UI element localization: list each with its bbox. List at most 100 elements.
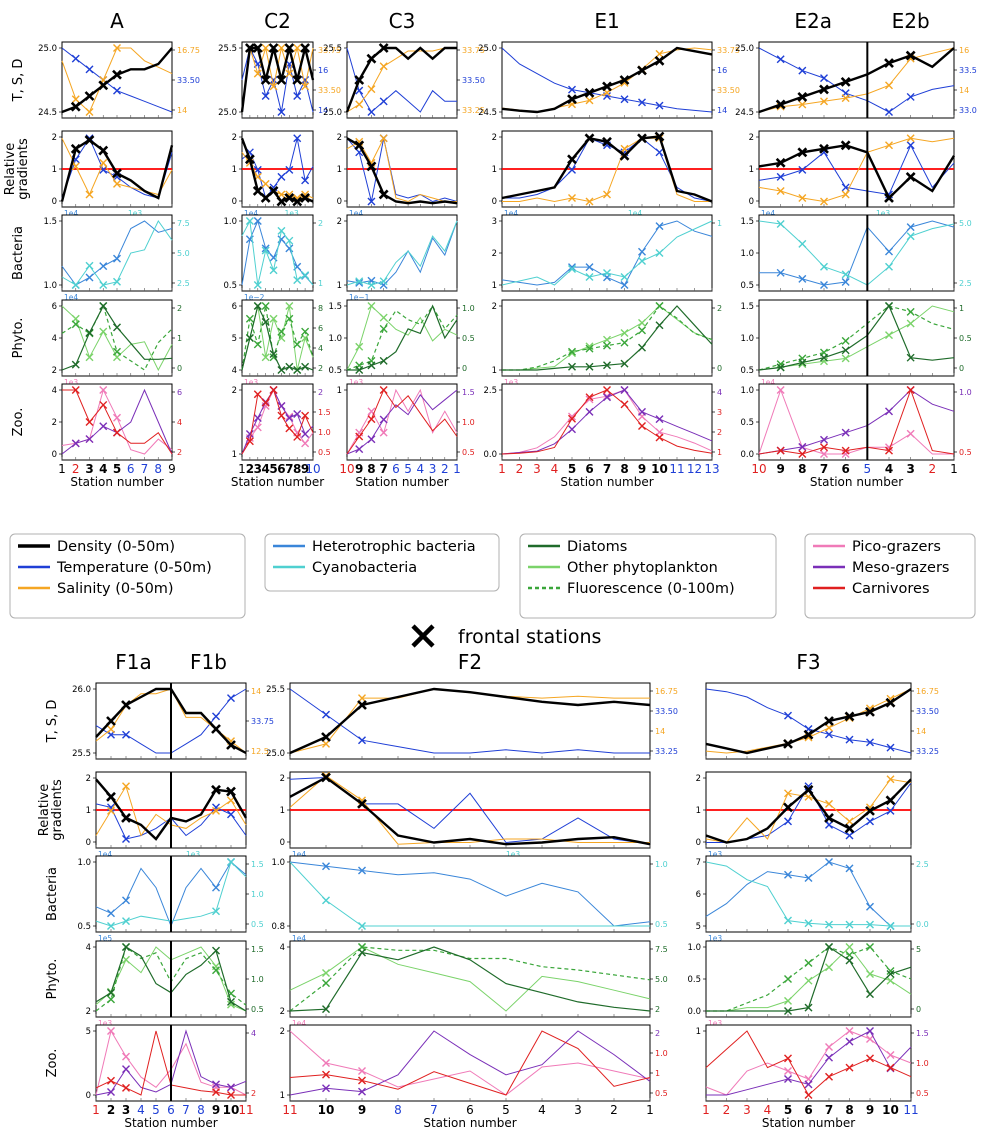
marker-stroke: [820, 262, 828, 271]
marker-stroke: [567, 154, 577, 165]
frontal-marker: [906, 386, 915, 394]
frontal-marker: [99, 327, 108, 336]
marker-stroke: [886, 1051, 895, 1059]
frontal-marker: [98, 145, 109, 156]
marker-stroke: [113, 86, 121, 95]
marker-stroke: [379, 134, 388, 143]
marker-stroke: [98, 145, 109, 156]
marker-stroke: [776, 186, 785, 195]
frontal-marker: [358, 694, 366, 703]
marker-stroke: [603, 269, 611, 277]
marker-stroke: [866, 990, 874, 999]
marker-stroke: [841, 446, 850, 455]
marker-stroke: [820, 74, 828, 83]
frontal-marker: [113, 254, 121, 263]
frontal-marker: [797, 92, 808, 102]
frontal-marker: [358, 922, 366, 930]
frontal-marker: [252, 43, 263, 53]
marker-stroke: [379, 62, 388, 71]
marker-stroke: [885, 795, 896, 806]
frontal-marker: [245, 314, 254, 323]
marker-stroke: [866, 943, 874, 951]
series-grad_density: [758, 144, 956, 201]
frontal-marker: [106, 716, 116, 726]
marker-stroke: [261, 246, 270, 255]
legend-label: Pico-grazers: [852, 539, 941, 555]
y-tick-label: 0: [492, 197, 497, 207]
marker-stroke: [620, 338, 629, 347]
y-tick-label: 0: [52, 450, 57, 460]
frontal-marker: [322, 1005, 330, 1014]
scale-label: 1e4: [349, 209, 363, 218]
frontal-marker: [905, 50, 916, 61]
y2-tick-label: 4: [318, 344, 323, 353]
marker-stroke: [293, 432, 302, 441]
frontal-marker: [804, 1091, 813, 1099]
marker-stroke: [567, 94, 577, 105]
marker-stroke: [866, 1035, 874, 1043]
marker-stroke: [804, 1003, 813, 1012]
marker-stroke: [71, 281, 80, 289]
station-label: 11: [238, 1103, 253, 1117]
y-tick-label: 2: [492, 302, 497, 312]
series-diatoms: [289, 946, 651, 1012]
frontal-marker: [253, 390, 262, 399]
frontal-marker: [825, 963, 833, 972]
frontal-marker: [212, 883, 220, 892]
legend-physics: Density (0-50m) Temperature (0-50m) Salini…: [9, 533, 246, 619]
frontal-marker: [378, 189, 389, 200]
station-label: 1: [498, 462, 506, 476]
marker-stroke: [276, 75, 287, 85]
marker-stroke: [906, 307, 915, 316]
frontal-marker: [99, 302, 108, 310]
marker-stroke: [840, 140, 851, 151]
y2-tick-label: 7.5: [177, 219, 190, 228]
marker-stroke: [775, 99, 786, 110]
frontal-marker: [285, 302, 294, 310]
y2-tick-label: 33.50: [318, 86, 341, 95]
scale-label: 1e3: [244, 378, 258, 387]
marker-stroke: [585, 344, 594, 353]
frontal-marker: [885, 446, 893, 455]
marker-stroke: [784, 1054, 792, 1063]
row-label: Bacteria: [11, 226, 26, 280]
frontal-marker: [820, 450, 828, 458]
marker-stroke: [845, 1063, 854, 1072]
marker-stroke: [655, 249, 664, 257]
x-axis-label: Station number: [762, 1116, 855, 1130]
y-tick-label: 1.5: [328, 302, 342, 312]
frontal-marker: [226, 740, 236, 750]
marker-stroke: [244, 154, 255, 165]
frontal-marker: [113, 44, 121, 52]
frontal-marker: [227, 997, 235, 1006]
frontal-marker: [322, 979, 330, 988]
marker-stroke: [379, 356, 388, 365]
scale-label: 1e4: [628, 209, 642, 218]
y-tick-label: 4: [52, 386, 57, 396]
station-label: 2: [516, 462, 524, 476]
marker-stroke: [293, 92, 302, 100]
marker-stroke: [253, 423, 262, 432]
y-tick-label: 2: [52, 366, 57, 376]
marker-stroke: [783, 738, 793, 749]
frontal-marker: [841, 450, 850, 458]
panel-title: E1: [594, 9, 619, 33]
row-label: Relativegradients: [37, 779, 65, 841]
frontal-marker: [322, 896, 330, 905]
row-label-line: Relative: [37, 784, 52, 836]
frontal-marker: [906, 319, 915, 328]
series-grad_salinity: [289, 775, 650, 845]
marker-stroke: [366, 161, 377, 172]
frontal-marker: [784, 975, 792, 983]
frontal-marker: [804, 874, 813, 882]
marker-stroke: [358, 866, 366, 875]
axes-frame: [61, 41, 173, 119]
station-label: 7: [182, 1103, 190, 1117]
marker-stroke: [285, 424, 294, 433]
frontal-marker: [866, 738, 874, 747]
frontal-marker: [841, 428, 850, 437]
frontal-marker: [845, 864, 854, 873]
y2-tick-label: 14: [916, 727, 926, 736]
marker-stroke: [655, 433, 664, 442]
